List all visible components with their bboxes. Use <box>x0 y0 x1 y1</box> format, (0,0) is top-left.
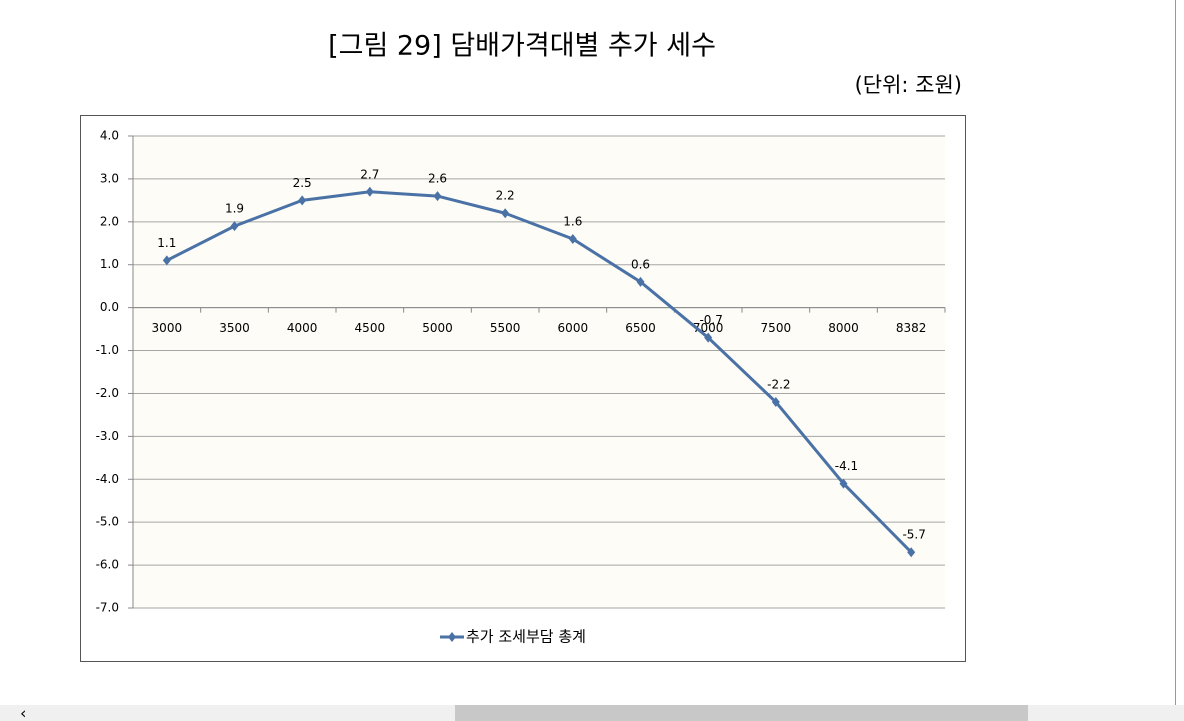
legend-label: 추가 조세부담 총계 <box>466 628 586 646</box>
y-tick-label: 0.0 <box>100 300 119 314</box>
point-marker <box>704 332 713 343</box>
y-tick-label: -3.0 <box>96 429 119 443</box>
data-label: 1.6 <box>563 214 582 228</box>
scrollbar-thumb[interactable] <box>455 705 1028 721</box>
point-marker <box>298 195 307 206</box>
x-tick-label: 5000 <box>422 321 453 335</box>
data-label: 2.6 <box>428 172 447 186</box>
scroll-left[interactable]: ‹ <box>20 704 26 721</box>
y-tick-label: -2.0 <box>96 386 119 400</box>
x-tick-label: 8382 <box>896 321 927 335</box>
chart-unit: (단위: 조원) <box>855 73 962 97</box>
y-tick-label: 4.0 <box>100 129 119 143</box>
data-label: 2.7 <box>360 167 379 181</box>
y-tick-label: -7.0 <box>96 601 119 615</box>
point-marker <box>907 547 916 558</box>
point-marker <box>162 255 171 266</box>
legend-marker <box>448 632 456 642</box>
x-tick-label: 4500 <box>355 321 386 335</box>
x-tick-label: 3500 <box>219 321 250 335</box>
x-tick-label: 4000 <box>287 321 318 335</box>
point-marker <box>433 191 442 202</box>
point-marker <box>501 208 510 219</box>
x-tick-label: 8000 <box>828 321 859 335</box>
x-tick-label: 3000 <box>152 321 183 335</box>
data-label: 1.1 <box>157 236 176 250</box>
point-marker <box>365 186 374 197</box>
x-tick-label: 5500 <box>490 321 521 335</box>
data-label: 2.2 <box>496 189 515 203</box>
data-label: -5.7 <box>902 528 925 542</box>
x-tick-label: 6000 <box>558 321 589 335</box>
point-marker <box>771 397 780 408</box>
y-tick-label: -4.0 <box>96 472 119 486</box>
data-label: 2.5 <box>293 176 312 190</box>
data-label: -0.7 <box>699 313 722 327</box>
y-tick-label: 1.0 <box>100 257 119 271</box>
point-marker <box>568 233 577 244</box>
series-line <box>166 190 913 554</box>
y-tick-label: -5.0 <box>96 515 119 529</box>
data-label: 0.6 <box>631 257 650 271</box>
y-tick-label: 3.0 <box>100 171 119 185</box>
plot-area <box>133 136 945 608</box>
data-label: -4.1 <box>835 459 858 473</box>
point-marker <box>230 221 239 232</box>
point-marker <box>636 276 645 287</box>
point-marker <box>839 478 848 489</box>
x-tick-label: 6500 <box>625 321 656 335</box>
y-tick-label: 2.0 <box>100 214 119 228</box>
data-label: 1.9 <box>225 202 244 216</box>
chart-title: [그림 29] 담배가격대별 추가 세수 <box>328 31 716 62</box>
y-tick-label: -1.0 <box>96 343 119 357</box>
y-tick-label: -6.0 <box>96 558 119 572</box>
x-tick-label: 7500 <box>761 321 792 335</box>
data-label: -2.2 <box>767 378 790 392</box>
